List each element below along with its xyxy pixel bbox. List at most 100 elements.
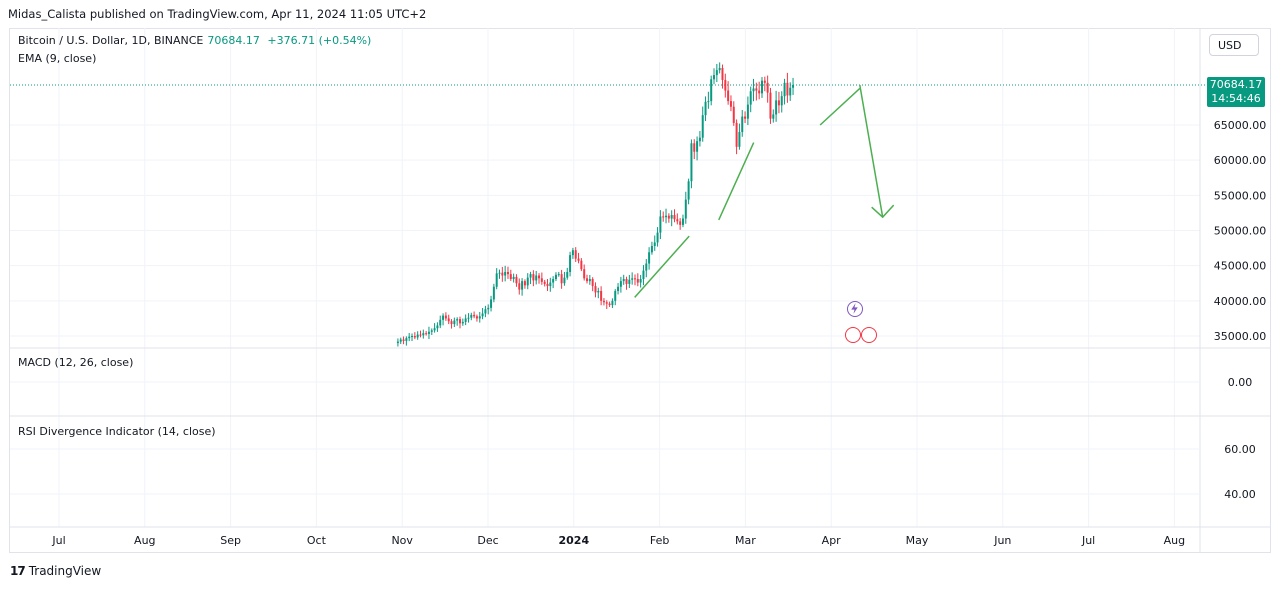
currency-button[interactable]: USD [1209,34,1259,56]
candle-body [481,313,484,317]
candle-body [512,276,515,280]
candle-body [461,321,464,324]
candle-body [583,269,586,279]
candle-body [741,116,744,133]
candle-body [772,114,775,119]
candle-body [600,290,603,301]
flag-us-icon[interactable] [845,327,861,343]
rsi-legend[interactable]: RSI Divergence Indicator (14, close) [18,425,216,438]
candle-body [546,283,549,287]
candle-body [396,341,399,344]
symbol-title: Bitcoin / U.S. Dollar, 1D, BINANCE [18,34,204,47]
arrow-line-up-trend [718,142,755,221]
candle-body [529,274,532,278]
symbol-legend[interactable]: Bitcoin / U.S. Dollar, 1D, BINANCE 70684.… [18,34,371,47]
candle-body [769,92,772,119]
candle-body [628,279,631,284]
candle-body [552,279,555,283]
candle-body [639,279,642,283]
price-axis-label: 40000.00 [1214,295,1267,308]
candle-body [436,325,439,329]
candle-body [526,277,529,286]
candle-body [617,286,620,291]
price-axis-label: 50000.00 [1214,225,1267,238]
arrow-head [871,204,895,219]
lightning-icon[interactable] [847,301,863,317]
candle-body [416,334,419,338]
candle-body [594,286,597,293]
tradingview-logo-icon: 17 [10,564,26,578]
candle-body [732,106,735,123]
candle-body [498,272,501,274]
candle-body [464,318,467,322]
candle-body [411,336,414,337]
time-axis-label: 2024 [558,534,589,547]
macd-legend[interactable]: MACD (12, 26, close) [18,356,134,369]
candle-body [538,275,541,279]
price-axis-label: 60000.00 [1214,154,1267,167]
candle-body [419,334,422,336]
candle-body [467,317,470,319]
arrow-line-projected-drop [859,84,884,218]
candle-body [633,278,636,280]
candle-body [408,336,411,339]
candle-body [586,278,589,282]
candle-body [554,274,557,280]
candle-body [470,314,473,318]
candle-body [642,270,645,280]
candle-body [789,87,792,96]
candle-body [563,277,566,284]
candle-body [515,276,518,284]
time-axis-label: Apr [822,534,842,547]
candle-body [645,263,648,271]
candle-body [518,283,521,290]
candle-body [710,79,713,102]
price-tag-value: 70684.17 [1209,78,1263,91]
candle-body [721,68,724,80]
candle-body [673,215,676,220]
price-axis-label: 55000.00 [1214,189,1267,202]
candle-body [715,70,718,76]
candle-body [619,281,622,287]
candle-body [602,300,605,303]
candle-body [490,299,493,308]
candle-body [492,286,495,300]
time-axis-label: May [906,534,929,547]
candle-body [532,274,535,281]
candle-body [459,319,462,324]
time-axis-label: Jun [993,534,1011,547]
candle-body [738,132,741,147]
candle-body [659,216,662,233]
candle-body [456,319,459,321]
chart-frame[interactable] [9,28,1271,553]
time-axis-label: Feb [650,534,669,547]
candle-body [504,271,507,276]
earnings-icon[interactable] [861,327,877,343]
footer-branding[interactable]: 17 TradingView [10,564,101,578]
price-axis-label: 45000.00 [1214,260,1267,273]
candle-body [775,100,778,115]
candle-body [430,330,433,332]
time-axis-label: Nov [391,534,413,547]
candle-body [653,242,656,246]
candle-body [746,104,749,119]
candle-body [749,91,752,105]
candle-body [650,245,653,253]
candle-body [786,82,789,96]
last-price-value: 70684.17 [207,34,260,47]
candle-body [425,333,428,335]
candle-body [681,218,684,225]
rsi-axis-label: 60.00 [1224,443,1256,456]
candle-body [780,96,783,106]
candle-body [611,300,614,306]
time-axis-label: Aug [1164,534,1185,547]
candle-body [484,309,487,314]
ema-legend[interactable]: EMA (9, close) [18,52,97,65]
candle-body [792,85,795,88]
candle-body [744,116,747,119]
candle-body [707,101,710,103]
candle-body [777,100,780,106]
time-axis-label: Dec [477,534,498,547]
candle-body [442,315,445,320]
